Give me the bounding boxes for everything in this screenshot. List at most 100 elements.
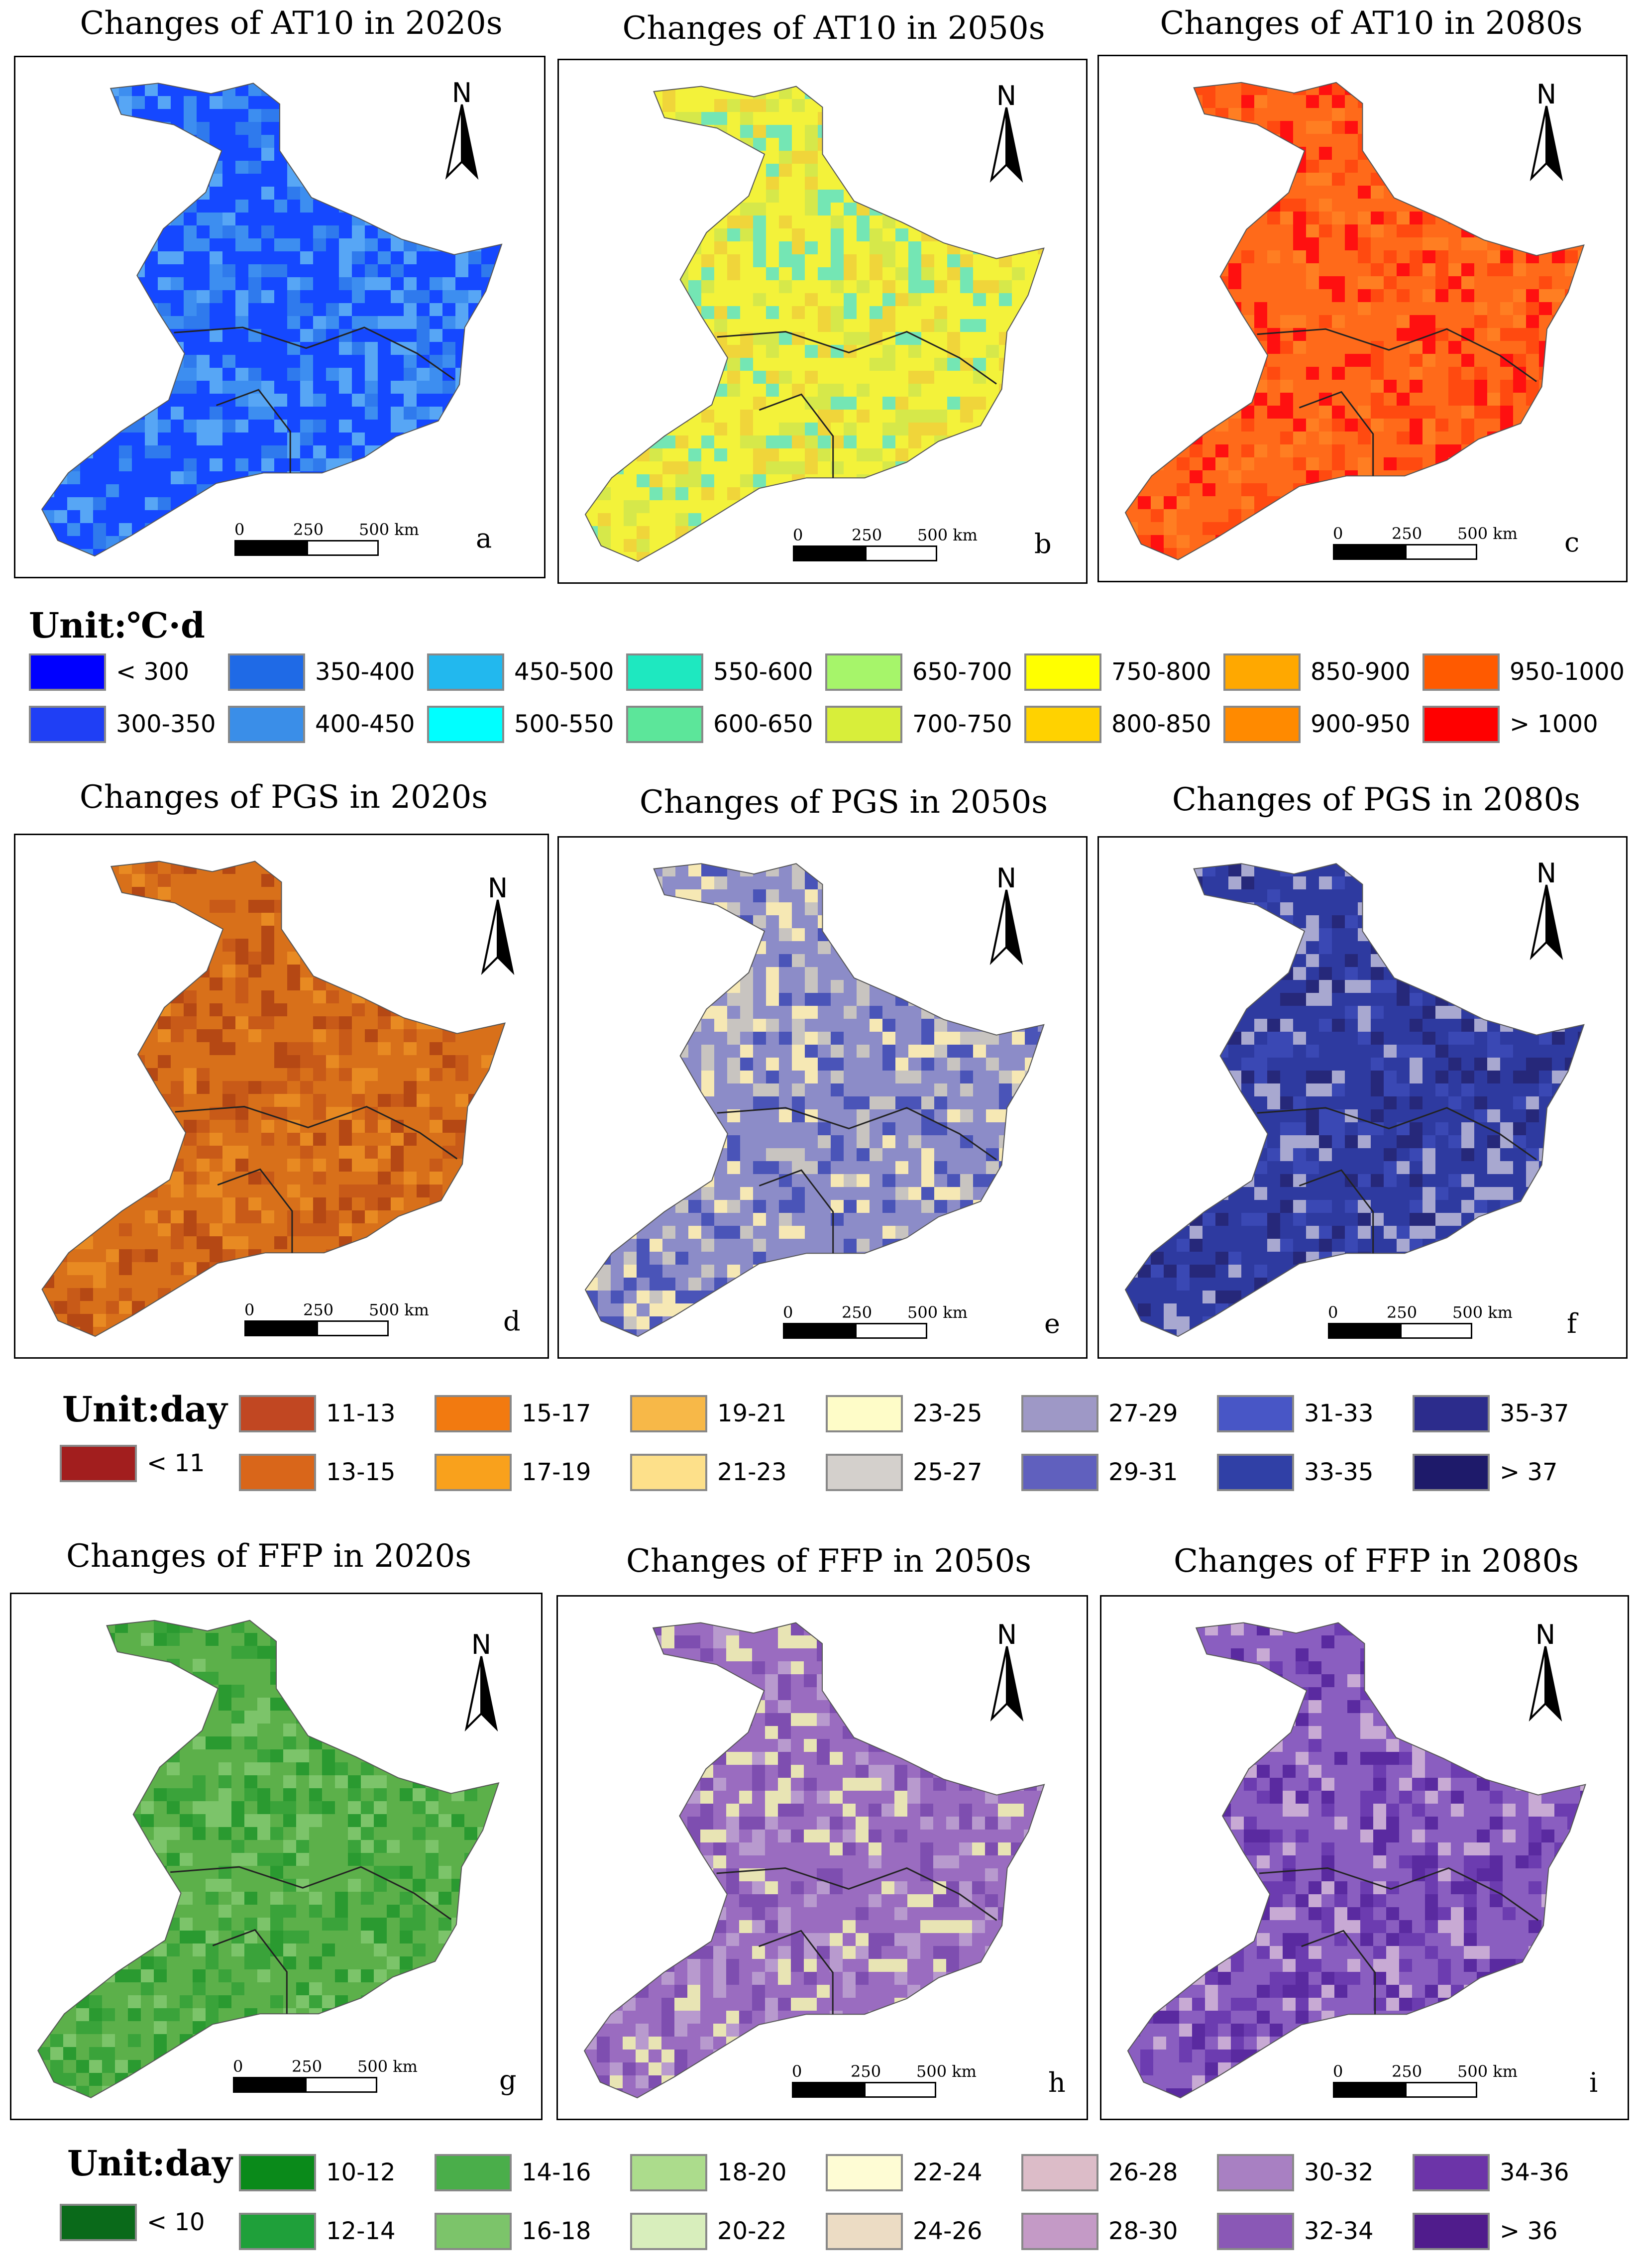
- legend-label: 950-1000: [1510, 658, 1625, 686]
- legend-item: 27-29: [1021, 1394, 1178, 1433]
- province-border: [216, 389, 291, 473]
- region-map: [37, 1620, 500, 2098]
- legend-item: 450-500: [427, 652, 614, 692]
- legend-label: 550-600: [713, 658, 813, 686]
- legend-label: 650-700: [912, 658, 1012, 686]
- legend-item: 26-28: [1021, 2153, 1178, 2192]
- legend-label: 450-500: [514, 658, 614, 686]
- region-outline: [584, 863, 1045, 1337]
- panel-letter: i: [1589, 2067, 1598, 2098]
- legend-item: 13-15: [239, 1452, 395, 1492]
- legend-item: 500-550: [427, 704, 614, 744]
- legend-label: 30-32: [1304, 2159, 1374, 2186]
- legend-label: < 300: [116, 658, 190, 686]
- scale-bar: 0 250 500 km: [792, 2062, 977, 2102]
- north-arrow-icon: N: [1519, 79, 1574, 183]
- legend-label: 850-900: [1311, 658, 1411, 686]
- legend-label: 300-350: [116, 710, 216, 738]
- legend-swatch: [1021, 1453, 1098, 1491]
- panel-title: Changes of AT10 in 2020s: [80, 5, 503, 42]
- legend-swatch: [60, 1444, 137, 1482]
- legend-item: < 300: [29, 652, 189, 692]
- province-border: [212, 1929, 288, 2014]
- legend-swatch: [630, 1395, 707, 1432]
- region-map: [1127, 1622, 1586, 2099]
- north-arrow-icon: N: [470, 872, 525, 977]
- panel-title: Changes of FFP in 2050s: [626, 1543, 1032, 1580]
- legend-item: 19-21: [630, 1394, 786, 1433]
- region-outline: [1127, 1622, 1586, 2099]
- legend-swatch: [1217, 1453, 1294, 1491]
- legend-swatch: [1024, 653, 1101, 691]
- legend-swatch: [228, 705, 305, 743]
- province-border: [1257, 1107, 1537, 1161]
- legend-label: 800-850: [1111, 710, 1211, 738]
- panel-title: Changes of AT10 in 2080s: [1160, 5, 1583, 42]
- scale-bar: 0 250 500 km: [1333, 524, 1518, 564]
- legend-item: < 11: [60, 1443, 205, 1483]
- legend-swatch: [626, 705, 703, 743]
- legend-item: 25-27: [826, 1452, 982, 1492]
- north-arrow-icon: N: [454, 1629, 509, 1733]
- north-arrow-icon: N: [1519, 858, 1574, 962]
- legend-item: 22-24: [826, 2153, 982, 2192]
- province-border: [217, 1168, 293, 1253]
- legend-swatch: [1413, 2154, 1490, 2191]
- legend-swatch: [1413, 1395, 1490, 1432]
- legend-label: > 1000: [1510, 710, 1598, 738]
- legend-swatch: [1024, 705, 1101, 743]
- legend-item: 700-750: [825, 704, 1012, 744]
- legend-label: 17-19: [522, 1458, 591, 1486]
- north-arrow-icon: N: [435, 77, 489, 182]
- legend-label: < 10: [147, 2208, 205, 2236]
- legend-swatch: [435, 2212, 512, 2250]
- scale-bar: 0 250 500 km: [1328, 1303, 1513, 1343]
- legend-item: 28-30: [1021, 2211, 1178, 2251]
- panel-letter: a: [476, 523, 492, 554]
- legend-label: 33-35: [1304, 1458, 1374, 1486]
- legend-item: 300-350: [29, 704, 216, 744]
- legend-label: 29-31: [1108, 1458, 1178, 1486]
- legend-label: 32-34: [1304, 2217, 1374, 2245]
- province-border: [759, 1930, 834, 2015]
- scale-bar: 0 250 500 km: [1333, 2062, 1518, 2102]
- legend-swatch: [826, 1453, 903, 1491]
- legend-label: 23-25: [913, 1400, 983, 1427]
- map-panel-g: N 0 250 500 km g: [10, 1593, 543, 2120]
- panel-title: Changes of PGS in 2050s: [639, 784, 1048, 821]
- province-border: [174, 326, 455, 380]
- region-map: [41, 83, 503, 557]
- map-panel-f: N 0 250 500 km f: [1097, 836, 1628, 1359]
- legend-swatch: [228, 653, 305, 691]
- region-map: [584, 863, 1045, 1337]
- legend-label: 13-15: [326, 1458, 396, 1486]
- legend-label: 35-37: [1500, 1400, 1569, 1427]
- legend-swatch: [825, 705, 902, 743]
- map-panel-h: N 0 250 500 km h: [556, 1595, 1088, 2120]
- legend-swatch: [1413, 1453, 1490, 1491]
- north-arrow-icon: N: [979, 80, 1034, 185]
- legend-swatch: [1217, 2212, 1294, 2250]
- legend-item: 18-20: [630, 2153, 786, 2192]
- region-outline: [41, 861, 506, 1337]
- legend-swatch: [435, 2154, 512, 2191]
- legend-item: 650-700: [825, 652, 1012, 692]
- legend-title: Unit:℃·d: [29, 605, 205, 646]
- legend-swatch: [427, 653, 504, 691]
- panel-letter: e: [1044, 1308, 1060, 1339]
- legend-item: 10-12: [239, 2153, 395, 2192]
- legend-swatch: [29, 705, 106, 743]
- panel-letter: d: [503, 1305, 521, 1337]
- legend-swatch: [29, 653, 106, 691]
- region-map: [583, 1622, 1045, 2099]
- legend-label: 25-27: [913, 1458, 983, 1486]
- panel-letter: g: [499, 2064, 517, 2096]
- north-arrow-icon: N: [1518, 1619, 1573, 1724]
- legend-item: 550-600: [626, 652, 813, 692]
- legend-swatch: [239, 1395, 316, 1432]
- legend-item: 33-35: [1217, 1452, 1373, 1492]
- legend-swatch: [1021, 2154, 1098, 2191]
- legend-swatch: [1217, 2154, 1294, 2191]
- panel-letter: f: [1567, 1308, 1577, 1339]
- legend-item: 31-33: [1217, 1394, 1373, 1433]
